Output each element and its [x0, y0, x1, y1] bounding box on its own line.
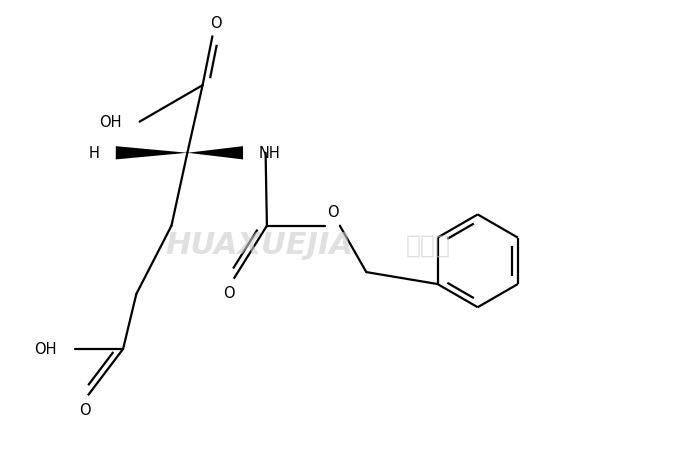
- Text: O: O: [328, 205, 339, 219]
- Text: OH: OH: [35, 342, 57, 357]
- Text: O: O: [223, 286, 234, 300]
- Text: 化学加: 化学加: [406, 233, 450, 257]
- Text: OH: OH: [100, 115, 122, 130]
- Text: O: O: [79, 402, 91, 417]
- Polygon shape: [188, 147, 243, 160]
- Text: NH: NH: [259, 146, 281, 161]
- Text: HUAXUEJIA: HUAXUEJIA: [165, 230, 353, 259]
- Text: O: O: [210, 16, 221, 31]
- Text: H: H: [89, 146, 100, 161]
- Polygon shape: [116, 147, 188, 160]
